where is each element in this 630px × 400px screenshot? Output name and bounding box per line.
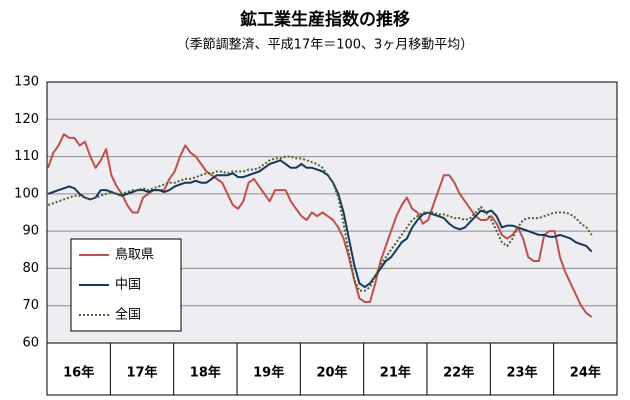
legend-label: 全国 [115,307,141,323]
x-tick-label: 21年 [380,365,411,381]
chart-title: 鉱工業生産指数の推移 [240,9,410,30]
x-tick-label: 22年 [443,365,474,381]
series-line [47,133,593,318]
y-tick-label: 70 [22,298,39,313]
x-tick-label: 23年 [506,365,537,381]
y-tick-label: 120 [14,112,39,127]
y-tick-label: 100 [14,186,39,201]
y-tick-label: 90 [22,224,39,239]
x-tick-label: 17年 [126,365,157,381]
legend-label: 鳥取県 [115,248,154,263]
series-line [47,159,593,289]
y-tick-label: 110 [14,149,39,164]
x-tick-label: 19年 [253,365,284,381]
x-axis-band [46,342,618,396]
x-tick-label: 18年 [190,365,221,381]
y-tick-label: 80 [22,261,39,276]
y-tick-label: 60 [22,336,39,351]
x-tick-label: 20年 [316,365,347,381]
chart-subtitle: （季節調整済、平成17年＝100、3ヶ月移動平均） [177,37,474,53]
legend-label: 中国 [115,278,141,293]
x-tick-label: 16年 [63,365,94,381]
y-tick-label: 130 [14,75,39,90]
x-tick-label: 24年 [570,365,601,381]
